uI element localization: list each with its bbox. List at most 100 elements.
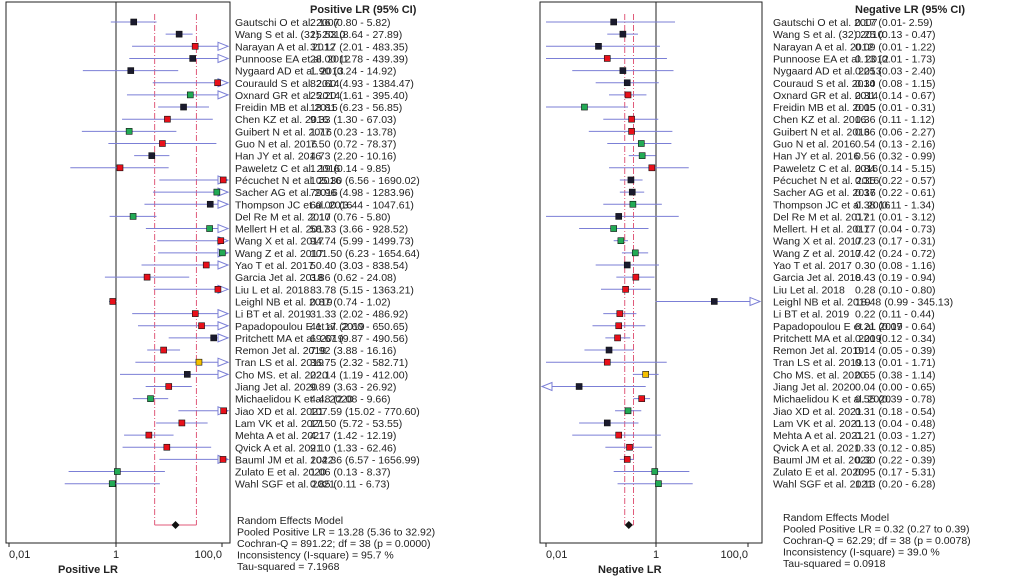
panel-1-study-estimate-text: 105.30 (6.56 - 1690.02)	[310, 175, 420, 187]
panel-2-study-estimate-text: 0.13 (0.04 - 0.48)	[855, 418, 936, 430]
panel-1-study-name: Qvick A et al. 2021	[235, 442, 322, 454]
panel-2-point-estimate	[610, 18, 617, 26]
panel-1-ci-arrow-right	[217, 41, 230, 52]
panel-2-study-estimate-text: 0.95 (0.17 - 5.31)	[855, 467, 936, 479]
panel-1-point-estimate	[206, 200, 214, 208]
panel-1-point-estimate	[219, 456, 227, 463]
panel-2-point-estimate	[628, 128, 635, 135]
panel-1-study-estimate-text: 101.50 (6.23 - 1654.64)	[310, 248, 420, 260]
panel-2-study-name: Bauml JM et al. 2022	[773, 454, 872, 466]
panel-1-point-estimate	[210, 334, 217, 342]
panel-2-study-estimate-text: 0.13 (0.01 - 1.71)	[855, 357, 936, 369]
panel-1-study-estimate-text: 17.50 (5.72 - 53.55)	[310, 418, 402, 430]
panel-1-study-estimate-text: 7.50 (0.72 - 78.37)	[310, 139, 396, 151]
panel-2-study-estimate-text: 0.25 (0.13 - 0.47)	[855, 29, 936, 41]
panel-2-chart-title: Negative LR (95% CI)	[855, 4, 965, 16]
panel-1-ci-arrow-right	[217, 357, 230, 367]
panel-1-point-estimate	[164, 115, 171, 123]
panel-2-study-estimate-text: 0.30 (0.08 - 1.15)	[855, 78, 936, 90]
panel-1-plot-frame	[5, 1, 231, 544]
panel-2-point-estimate	[617, 237, 625, 244]
panel-2-study-name: Punnoose EA et al. 2012	[773, 53, 889, 65]
panel-1-point-estimate	[206, 225, 213, 232]
panel-2-point-estimate	[619, 30, 627, 38]
panel-1-study-name: Lam VK et al. 2021	[235, 418, 324, 430]
panel-2-point-estimate	[638, 395, 646, 402]
panel-1-study-name: Sacher AG et al. 2016	[235, 187, 338, 199]
panel-2-study-name: Remon Jet al. 2019	[773, 345, 864, 357]
panel-1-point-estimate	[165, 383, 173, 390]
panel-1-study-estimate-text: 31.17 (2.01 - 483.35)	[310, 41, 408, 53]
panel-2-point-estimate	[616, 310, 624, 317]
panel-2-study-name: Han JY et al. 2016	[773, 151, 859, 163]
panel-2-point-estimate	[710, 298, 718, 305]
panel-1-point-estimate	[202, 261, 210, 269]
panel-1-study-estimate-text: 9.33 (1.30 - 67.03)	[310, 114, 396, 126]
panel-2-point-estimate	[624, 91, 632, 99]
panel-2-study-estimate-text: 0.17 (0.01- 2.59)	[855, 17, 933, 29]
panel-2-forest-plot: 0,01 1 100,0 Negative LR Negative LR (95% CI…	[539, 1, 971, 576]
panel-2-x-tick-label: 0,01	[546, 549, 567, 561]
panel-1-summary-pooled-text: Pooled Positive LR = 13.28 (5.36 to 32.9…	[237, 527, 435, 539]
panel-1-point-estimate	[186, 91, 194, 99]
panel-2-study-estimate-text: 0.37 (0.22 - 0.61)	[855, 187, 936, 199]
panel-1-ci-arrow-right	[217, 308, 230, 319]
panel-2-study-name: Oxnard GR et al. 2014	[773, 90, 878, 102]
panel-1-study-name: Pritchett MA et al. 2019	[235, 333, 344, 345]
panel-2-study-name: Thompson JC et al. 2016	[773, 199, 890, 211]
panel-2-study-estimate-text: 0.42 (0.24 - 0.72)	[855, 248, 936, 260]
panel-1-study-estimate-text: 36.75 (2.32 - 582.71)	[310, 357, 408, 369]
panel-1-pooled-diamond	[171, 521, 180, 529]
panel-1-study-estimate-text: 2.10 (0.76 - 5.80)	[310, 211, 391, 223]
panel-2-study-estimate-text: 0.84 (0.14 - 5.15)	[855, 163, 936, 175]
panel-2-study-row: Li BT et al. 2019 0.22 (0.11 - 0.44)	[603, 309, 935, 321]
panel-2-study-name: Guo N et al. 2016	[773, 139, 855, 151]
panel-2-point-estimate	[619, 67, 627, 74]
panel-1-study-name: Freidin MB et al. 2015	[235, 102, 338, 114]
panel-2-study-name: Narayan A et al. 2012	[773, 41, 874, 53]
panel-1-study-estimate-text: 50.40 (3.03 - 838.54)	[310, 260, 408, 272]
panel-1-point-estimate	[127, 67, 135, 74]
panel-1-point-estimate	[109, 298, 117, 305]
panel-1-ci-arrow-right	[217, 260, 230, 270]
panel-2-point-estimate	[615, 322, 623, 330]
panel-1-study-name: Nygaard AD et al. 2013	[235, 66, 344, 78]
panel-1-study-name: Papadopoulou E et al. 2019	[235, 321, 365, 333]
panel-2-study-estimate-text: 0.33 (0.12 - 0.85)	[855, 442, 936, 454]
panel-1-study-name: Han JY et al. 2016	[235, 151, 321, 163]
panel-2-point-estimate	[603, 358, 611, 366]
panel-2-study-estimate-text: 0.56 (0.32 - 0.99)	[855, 151, 936, 163]
panel-2-point-estimate	[655, 480, 662, 488]
panel-2-study-estimate-text: 0.21 (0.03 - 1.27)	[855, 430, 936, 442]
panel-1-study-estimate-text: 4.73 (2.20 - 10.16)	[310, 151, 396, 163]
panel-1-study-estimate-text: 2.16 (0.80 - 5.82)	[310, 17, 391, 29]
panel-1-point-estimate	[178, 419, 186, 427]
panel-2-study-name: Cho MS. et al. 2020	[773, 369, 866, 381]
panel-2-study-estimate-text: 0.17 (0.04 - 0.73)	[855, 224, 936, 236]
panel-1-study-name: Wang X et al. 2017	[235, 236, 324, 248]
panel-1-study-name: Michaelidou K et al. 2020	[235, 394, 353, 406]
